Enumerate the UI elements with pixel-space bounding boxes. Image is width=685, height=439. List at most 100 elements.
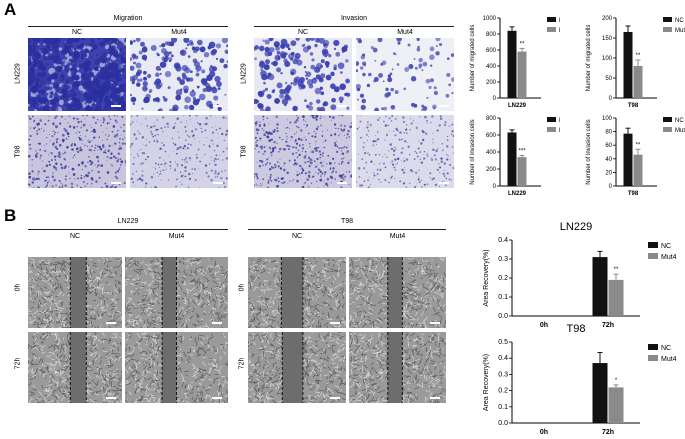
significance-label: **	[636, 142, 641, 148]
cell-texture	[28, 115, 126, 188]
wound-texture	[349, 332, 446, 403]
y-tick-label: 0	[493, 96, 497, 102]
scale-bar	[337, 105, 347, 107]
legend-label-mut4: Mut4	[559, 128, 560, 134]
bar-nc	[623, 133, 633, 186]
scale-bar	[439, 105, 449, 107]
y-tick-label: 50	[605, 76, 612, 82]
legend-swatch-mut4	[648, 355, 658, 361]
micrograph-wound-ln229-mut4-72h	[125, 332, 228, 403]
legend-swatch-nc	[648, 242, 658, 248]
y-tick-label: 0	[493, 184, 497, 190]
col-label-mut4-invasion: Mut4	[397, 29, 413, 36]
chart-a-invasion-ln229: 0 200 400 600 800 Number of invasion cells LN2…	[470, 116, 560, 197]
micrograph-wound-ln229-nc-72h	[28, 332, 122, 403]
y-tick-label: 0.4	[498, 237, 508, 244]
wound-texture	[248, 332, 346, 403]
micrograph-invasion-ln229-mut4	[356, 38, 454, 111]
y-axis-label: Number of migrated cells	[470, 25, 476, 92]
y-tick-label: 0	[609, 184, 613, 190]
scale-bar	[213, 182, 223, 184]
x-tick-label: LN229	[508, 103, 527, 109]
col-label-nc-migration: NC	[71, 29, 83, 36]
chart-a-migration-ln229: 0 200 400 600 800 1000 Number of migrated cell…	[470, 16, 560, 109]
col-label-mut4-t98: Mut4	[389, 233, 406, 240]
y-tick-label: 20	[605, 170, 612, 176]
y-tick-label: 0.3	[498, 371, 508, 378]
wound-title-ln229: LN229	[117, 218, 139, 225]
chart-title: T98	[567, 323, 586, 335]
x-tick-label: 72h	[602, 322, 614, 329]
micrograph-wound-t98-mut4-0h	[349, 257, 446, 328]
scale-bar	[106, 397, 116, 399]
scale-bar	[212, 397, 222, 399]
micrograph-wound-t98-mut4-72h	[349, 332, 446, 403]
wound-divider-ln229	[28, 229, 228, 230]
bar-nc	[507, 30, 517, 98]
scale-bar	[337, 182, 347, 184]
legend-swatch-mut4	[547, 27, 556, 32]
row-label-ln229-invasion: LN229	[240, 63, 248, 84]
chart-a-invasion-t98: 0 20 40 60 80 100 Number of invasion cells T98 *…	[586, 116, 685, 197]
y-tick-label: 0.5	[498, 339, 508, 346]
scale-bar	[430, 322, 440, 324]
y-tick-label: 80	[605, 130, 612, 136]
x-tick-label: T98	[628, 191, 639, 197]
micrograph-migration-ln229-mut4	[130, 38, 228, 111]
legend-swatch-nc	[547, 17, 556, 22]
cell-texture	[356, 38, 454, 111]
chart-b-t98: T98 0.0 0.1 0.2 0.3 0.4 0.5 Area Recovery(%) 0h 7…	[483, 323, 677, 436]
scale-bar	[111, 105, 121, 107]
col-label-mut4-migration: Mut4	[171, 29, 187, 36]
y-axis-label: Number of invasion cells	[586, 119, 592, 184]
chart-b-ln229: LN229 0.0 0.1 0.2 0.3 0.4 Area Recovery(%) 0h 72…	[483, 221, 677, 329]
x-tick-label: 0h	[540, 429, 548, 436]
legend-label-mut4: Mut4	[661, 254, 677, 261]
cell-texture	[254, 38, 351, 111]
bar-mut4	[608, 387, 624, 423]
invasion-divider	[254, 26, 454, 27]
migration-title: Migration	[113, 15, 143, 22]
y-tick-label: 800	[486, 116, 497, 122]
y-tick-label: 0.2	[498, 388, 508, 395]
wound-texture	[125, 257, 228, 328]
scale-bar	[330, 397, 340, 399]
bar-nc	[592, 363, 608, 423]
legend-label-nc: NC	[661, 345, 671, 352]
panel-label-b: B	[4, 206, 17, 225]
y-tick-label: 100	[602, 116, 613, 122]
legend-swatch-mut4	[547, 127, 556, 132]
y-tick-label: 0	[609, 96, 613, 102]
micrograph-invasion-t98-mut4	[356, 115, 454, 188]
legend-label-nc: NC	[675, 118, 684, 124]
legend-label-mut4: Mut4	[675, 128, 685, 134]
wound-texture	[28, 332, 122, 403]
row-label-0h-t98: 0h	[238, 283, 246, 292]
significance-label: **	[636, 53, 641, 59]
micrograph-wound-t98-nc-0h	[248, 257, 346, 328]
col-label-nc-invasion: NC	[297, 29, 309, 36]
legend-label-mut4: Mut4	[675, 28, 685, 34]
legend-swatch-nc	[663, 17, 672, 22]
scale-bar	[439, 182, 449, 184]
y-tick-label: 400	[486, 150, 497, 156]
x-tick-label: 0h	[540, 322, 548, 329]
chart-title: LN229	[560, 221, 592, 233]
invasion-title: Invasion	[340, 15, 368, 22]
significance-label: ***	[518, 148, 526, 154]
y-tick-label: 100	[602, 56, 613, 62]
wound-texture	[248, 257, 346, 328]
significance-label: **	[614, 267, 619, 273]
legend-swatch-nc	[648, 344, 658, 350]
legend-swatch-mut4	[648, 253, 658, 259]
bar-mut4	[608, 279, 624, 316]
legend-label-mut4: Mut4	[559, 28, 560, 34]
cell-texture	[130, 38, 228, 111]
bar-nc	[507, 132, 517, 186]
panel-label-a: A	[4, 0, 17, 19]
y-tick-label: 0.3	[498, 256, 508, 263]
y-tick-label: 600	[486, 133, 497, 139]
cell-texture	[28, 38, 126, 111]
scale-bar	[212, 322, 222, 324]
legend-label-mut4: Mut4	[661, 356, 677, 363]
